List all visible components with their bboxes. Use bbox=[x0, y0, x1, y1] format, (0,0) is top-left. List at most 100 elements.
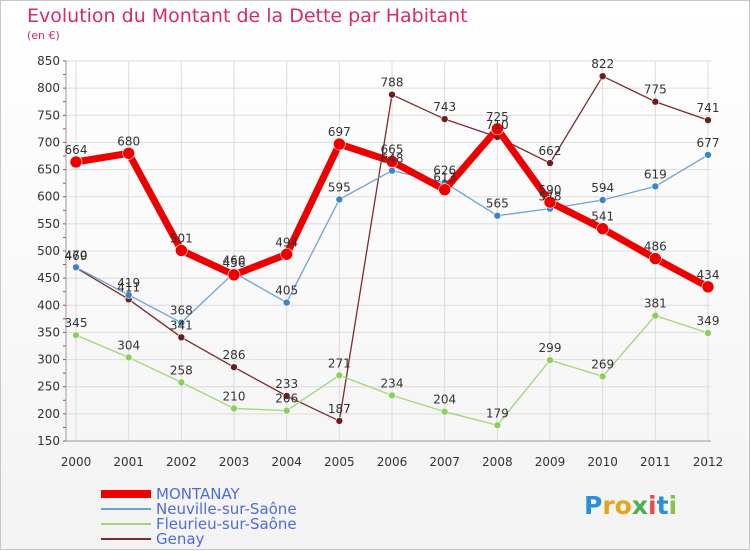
data-label: 345 bbox=[65, 316, 88, 330]
data-label: 187 bbox=[328, 402, 351, 416]
data-label: 368 bbox=[170, 304, 193, 318]
data-point bbox=[704, 151, 712, 159]
data-label: 788 bbox=[381, 76, 404, 90]
data-point bbox=[388, 166, 396, 175]
proxiti-logo: Proxiti bbox=[584, 491, 677, 520]
data-label: 349 bbox=[697, 314, 720, 328]
data-point bbox=[122, 146, 135, 160]
data-point bbox=[335, 417, 344, 425]
y-tick-label: 850 bbox=[37, 54, 60, 68]
data-point bbox=[440, 115, 449, 123]
data-point bbox=[69, 155, 83, 169]
data-label: 460 bbox=[223, 254, 246, 268]
y-tick-label: 250 bbox=[37, 380, 60, 394]
data-point bbox=[282, 298, 291, 307]
data-label: 486 bbox=[644, 240, 667, 254]
data-point bbox=[704, 116, 712, 124]
data-label: 299 bbox=[539, 341, 562, 355]
logo-letter: r bbox=[602, 491, 615, 520]
data-label: 613 bbox=[433, 171, 456, 185]
data-label: 233 bbox=[275, 377, 298, 391]
data-label: 234 bbox=[381, 376, 404, 390]
data-label: 501 bbox=[170, 231, 193, 245]
data-label: 590 bbox=[539, 183, 562, 197]
data-point bbox=[175, 244, 188, 257]
legend-swatch bbox=[101, 538, 151, 540]
y-tick-label: 700 bbox=[37, 135, 60, 149]
data-label: 206 bbox=[275, 392, 298, 406]
data-point bbox=[649, 252, 662, 265]
data-point bbox=[493, 211, 502, 220]
data-point bbox=[177, 318, 186, 327]
data-label: 822 bbox=[591, 57, 614, 71]
data-label: 210 bbox=[223, 389, 246, 403]
data-label: 541 bbox=[591, 210, 614, 224]
data-point bbox=[598, 72, 607, 80]
x-tick-label: 2005 bbox=[324, 455, 355, 469]
data-point bbox=[598, 372, 607, 381]
data-point bbox=[704, 329, 712, 337]
data-label: 204 bbox=[433, 393, 456, 407]
data-label: 469 bbox=[65, 249, 88, 263]
data-label: 286 bbox=[223, 348, 246, 362]
legend-swatch bbox=[101, 490, 151, 498]
y-tick-label: 300 bbox=[37, 353, 60, 367]
data-label: 665 bbox=[381, 142, 404, 156]
x-tick-label: 2000 bbox=[61, 455, 92, 469]
x-tick-label: 2010 bbox=[587, 455, 618, 469]
data-point bbox=[546, 356, 554, 364]
data-label: 419 bbox=[117, 276, 140, 290]
data-label: 494 bbox=[275, 235, 298, 249]
y-tick-label: 600 bbox=[37, 190, 60, 204]
x-tick-label: 2006 bbox=[377, 455, 408, 469]
data-point bbox=[124, 291, 133, 299]
data-point bbox=[388, 90, 396, 99]
chart-title: Evolution du Montant de la Dette par Hab… bbox=[27, 5, 468, 27]
data-label: 269 bbox=[591, 357, 614, 371]
x-tick-label: 2011 bbox=[640, 455, 671, 469]
data-point bbox=[335, 371, 344, 380]
y-tick-label: 550 bbox=[37, 217, 60, 231]
data-point bbox=[598, 196, 607, 204]
logo-letter: o bbox=[614, 491, 632, 520]
data-label: 578 bbox=[539, 190, 562, 204]
data-point bbox=[282, 392, 291, 400]
x-tick-label: 2008 bbox=[482, 455, 513, 469]
logo-letter: i bbox=[648, 491, 657, 520]
data-label: 565 bbox=[486, 197, 509, 211]
data-point bbox=[440, 407, 449, 416]
data-point bbox=[230, 404, 238, 413]
data-point bbox=[227, 268, 241, 282]
y-tick-label: 450 bbox=[37, 271, 60, 285]
logo-letter: i bbox=[668, 491, 678, 520]
data-point bbox=[651, 311, 660, 320]
legend-swatch bbox=[101, 508, 151, 510]
x-tick-label: 2004 bbox=[271, 455, 302, 469]
legend-label: Genay bbox=[156, 530, 205, 548]
y-tick-label: 500 bbox=[37, 244, 60, 258]
data-label: 680 bbox=[117, 134, 140, 148]
data-point bbox=[333, 137, 346, 151]
data-point bbox=[543, 195, 557, 209]
data-label: 470 bbox=[65, 248, 88, 262]
data-label: 626 bbox=[433, 164, 456, 178]
data-point bbox=[385, 155, 399, 168]
data-label: 710 bbox=[486, 118, 509, 132]
data-point bbox=[493, 421, 502, 430]
y-tick-label: 750 bbox=[37, 108, 60, 122]
y-tick-label: 350 bbox=[37, 325, 60, 339]
logo-letter: t bbox=[656, 491, 669, 520]
data-label: 411 bbox=[117, 280, 140, 294]
data-label: 405 bbox=[275, 284, 298, 298]
data-label: 725 bbox=[486, 110, 509, 124]
data-point bbox=[651, 182, 660, 191]
data-point bbox=[72, 331, 80, 339]
legend-label: MONTANAY bbox=[156, 485, 240, 503]
logo-letter: P bbox=[584, 491, 603, 520]
y-tick-label: 800 bbox=[37, 81, 60, 95]
data-label: 697 bbox=[328, 125, 351, 139]
data-point bbox=[388, 391, 396, 400]
data-point bbox=[230, 363, 238, 371]
